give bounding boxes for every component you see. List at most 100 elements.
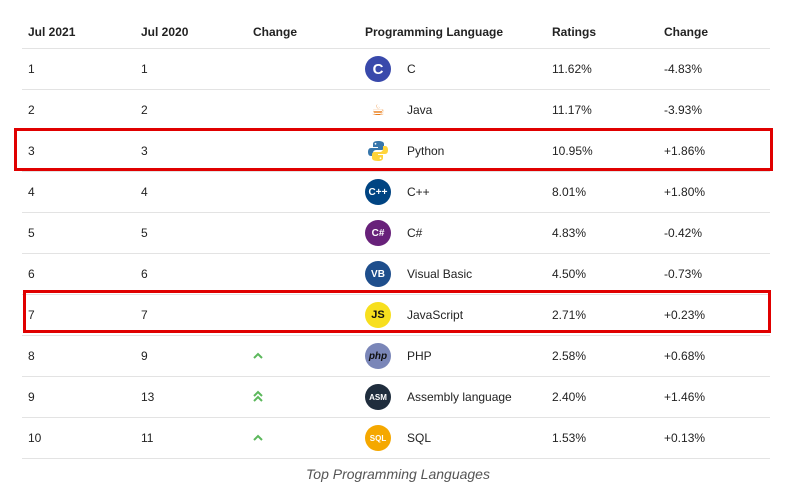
table-row: 10 11 SQL SQL 1.53% +0.13% [22, 417, 770, 459]
rank-change-indicator [247, 171, 359, 213]
javascript-logo-icon: JS [365, 302, 391, 328]
table-row: 4 4 C++ C++ 8.01% +1.80% [22, 171, 770, 213]
rank-2021: 8 [22, 335, 135, 377]
table-row: 5 5 C# C# 4.83% -0.42% [22, 212, 770, 254]
csharp-logo-icon: C# [365, 220, 391, 246]
language-cell: Python [359, 130, 546, 172]
table-row: 1 1 C C 11.62% -4.83% [22, 48, 770, 90]
language-name: Java [407, 103, 433, 117]
cpp-logo-icon: C++ [365, 179, 391, 205]
rank-2021: 5 [22, 212, 135, 254]
rank-change-indicator [247, 48, 359, 90]
rating-value: 2.71% [546, 294, 658, 336]
table-row: 3 3 Python 10.95% +1.86% [22, 130, 770, 172]
rating-value: 1.53% [546, 417, 658, 459]
language-cell: C# C# [359, 212, 546, 254]
rating-value: 8.01% [546, 171, 658, 213]
language-name: C# [407, 226, 423, 240]
header-rating-change: Change [658, 16, 770, 49]
language-name: C [407, 62, 416, 76]
chevron-up-icon [253, 349, 263, 363]
language-cell: C++ C++ [359, 171, 546, 213]
java-cup-icon: ☕ [365, 97, 391, 123]
rating-value: 4.83% [546, 212, 658, 254]
rank-change-indicator [247, 89, 359, 131]
rank-2021: 3 [22, 130, 135, 172]
chevron-up-icon [253, 431, 263, 445]
rating-change-value: +1.86% [658, 130, 770, 172]
python-snake-icon [365, 138, 391, 164]
header-jul-2020: Jul 2020 [135, 16, 247, 49]
rank-2021: 9 [22, 376, 135, 418]
language-cell: SQL SQL [359, 417, 546, 459]
rank-change-indicator [247, 335, 359, 377]
rank-2020: 2 [135, 89, 247, 131]
rank-2021: 6 [22, 253, 135, 295]
rank-2020: 7 [135, 294, 247, 336]
table-row: 6 6 VB Visual Basic 4.50% -0.73% [22, 253, 770, 295]
rank-2021: 2 [22, 89, 135, 131]
table-row: 8 9 php PHP 2.58% +0.68% [22, 335, 770, 377]
rank-change-indicator [247, 130, 359, 172]
rating-change-value: +1.80% [658, 171, 770, 213]
rank-change-indicator [247, 212, 359, 254]
rating-change-value: +0.23% [658, 294, 770, 336]
rating-change-value: -0.42% [658, 212, 770, 254]
language-cell: VB Visual Basic [359, 253, 546, 295]
rank-2021: 10 [22, 417, 135, 459]
rank-change-indicator [247, 417, 359, 459]
ranking-table-container: Jul 2021 Jul 2020 Change Programming Lan… [22, 16, 770, 459]
rank-2020: 9 [135, 335, 247, 377]
rank-2021: 7 [22, 294, 135, 336]
assembly-logo-icon: ASM [365, 384, 391, 410]
table-header-row: Jul 2021 Jul 2020 Change Programming Lan… [22, 16, 770, 49]
rating-value: 11.17% [546, 89, 658, 131]
rating-value: 11.62% [546, 48, 658, 90]
language-name: Visual Basic [407, 267, 473, 281]
language-name: JavaScript [407, 308, 464, 322]
rating-value: 2.40% [546, 376, 658, 418]
language-name: Python [407, 144, 445, 158]
rating-change-value: -0.73% [658, 253, 770, 295]
header-change: Change [247, 16, 359, 49]
sql-logo-icon: SQL [365, 425, 391, 451]
header-ratings: Ratings [546, 16, 658, 49]
rank-2020: 11 [135, 417, 247, 459]
rating-value: 2.58% [546, 335, 658, 377]
rating-value: 4.50% [546, 253, 658, 295]
language-cell: php PHP [359, 335, 546, 377]
table-row: 7 7 JS JavaScript 2.71% +0.23% [22, 294, 770, 336]
php-logo-icon: php [365, 343, 391, 369]
language-name: SQL [407, 431, 432, 445]
language-ranking-table: Jul 2021 Jul 2020 Change Programming Lan… [22, 16, 770, 459]
language-name: PHP [407, 349, 432, 363]
rank-change-indicator [247, 294, 359, 336]
c-logo-icon: C [365, 56, 391, 82]
table-row: 9 13 ASM Assembly language 2.40% +1.46% [22, 376, 770, 418]
rating-change-value: +0.68% [658, 335, 770, 377]
visual-basic-logo-icon: VB [365, 261, 391, 287]
rank-change-indicator [247, 253, 359, 295]
language-cell: ASM Assembly language [359, 376, 546, 418]
rank-2021: 4 [22, 171, 135, 213]
rank-2020: 4 [135, 171, 247, 213]
table-caption: Top Programming Languages [306, 466, 490, 482]
rank-2020: 1 [135, 48, 247, 90]
double-chevron-up-icon [253, 390, 263, 405]
rank-2020: 5 [135, 212, 247, 254]
rating-change-value: +1.46% [658, 376, 770, 418]
rank-change-indicator [247, 376, 359, 418]
rating-change-value: -4.83% [658, 48, 770, 90]
rank-2020: 3 [135, 130, 247, 172]
rank-2020: 13 [135, 376, 247, 418]
rating-change-value: -3.93% [658, 89, 770, 131]
rating-value: 10.95% [546, 130, 658, 172]
header-jul-2021: Jul 2021 [22, 16, 135, 49]
language-name: Assembly language [407, 390, 512, 404]
language-name: C++ [407, 185, 430, 199]
language-cell: JS JavaScript [359, 294, 546, 336]
rank-2021: 1 [22, 48, 135, 90]
rank-2020: 6 [135, 253, 247, 295]
rating-change-value: +0.13% [658, 417, 770, 459]
